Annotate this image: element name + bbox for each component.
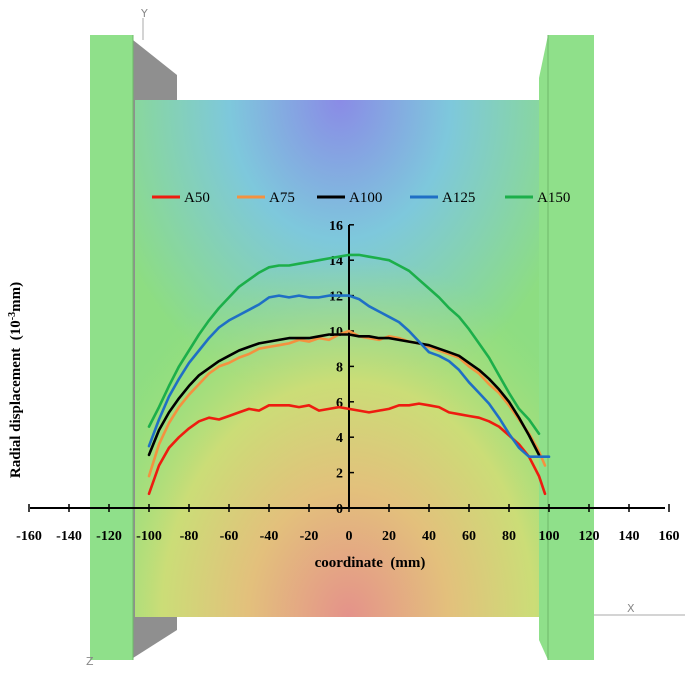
series-group [147, 253, 551, 496]
x-ticks: -160 -140 -120 -100 -80 -60 -40 -20 0 20 40 60 80 100… [16, 504, 680, 544]
x-tick-label: -20 [300, 529, 319, 544]
x-tick-label: 120 [579, 529, 600, 544]
y-tick-label: 12 [329, 290, 343, 305]
x-tick-label: 0 [346, 529, 353, 544]
x-tick-label: -40 [260, 529, 279, 544]
x-tick-label: -140 [56, 529, 82, 544]
series-line-a75 [147, 329, 547, 478]
x-tick-label: -120 [96, 529, 122, 544]
x-axis-3d-label: X [627, 602, 635, 615]
y-axis-title: Radial displacement (10-3mm) [7, 282, 25, 478]
y-axis-title-tail: mm) [8, 282, 24, 312]
series-line-a125 [147, 294, 551, 459]
y-tick-label: 4 [336, 431, 343, 446]
x-tick-label: 160 [659, 529, 680, 544]
y-tick-label: 10 [329, 325, 343, 340]
x-tick-label: 80 [502, 529, 516, 544]
x-tick-label: -100 [136, 529, 162, 544]
y-tick-label: 6 [336, 396, 343, 411]
legend: A50 A75 A100 A125 A150 [152, 190, 570, 206]
y-tick-label: 0 [336, 502, 343, 517]
legend-label-a75: A75 [269, 190, 295, 206]
y-tick-label: 2 [336, 467, 343, 482]
series-line-a100 [147, 333, 541, 457]
legend-label-a100: A100 [349, 190, 382, 206]
legend-label-a150: A150 [537, 190, 570, 206]
series-line-a150 [147, 253, 541, 436]
series-line-a50 [147, 402, 547, 496]
x-tick-label: -160 [16, 529, 42, 544]
x-tick-label: -60 [220, 529, 239, 544]
x-axis-title: coordinate (mm) [315, 555, 426, 571]
x-tick-label: 140 [619, 529, 640, 544]
legend-label-a125: A125 [442, 190, 475, 206]
x-tick-label: 100 [539, 529, 560, 544]
x-tick-label: 20 [382, 529, 396, 544]
x-tick-label: -80 [180, 529, 199, 544]
x-tick-label: 40 [422, 529, 436, 544]
y-axis-title-sup: -3 [7, 312, 18, 320]
y-axis-3d-label: Y [140, 7, 148, 20]
x-tick-label: 60 [462, 529, 476, 544]
y-tick-label: 16 [329, 219, 343, 234]
y-axis-title-main: Radial displacement (10 [8, 320, 24, 478]
background-model: Y X Z [86, 7, 685, 668]
y-tick-label: 8 [336, 360, 343, 375]
z-axis-3d-label: Z [86, 655, 94, 668]
legend-label-a50: A50 [184, 190, 210, 206]
